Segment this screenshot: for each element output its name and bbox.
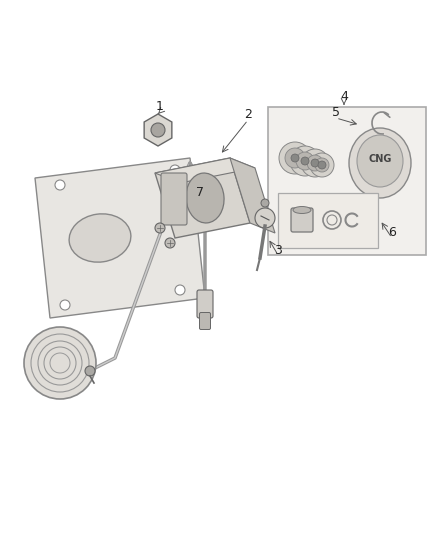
Text: 4: 4 bbox=[340, 90, 348, 102]
Text: 1: 1 bbox=[156, 101, 164, 114]
Circle shape bbox=[310, 153, 334, 177]
Circle shape bbox=[318, 161, 326, 169]
Bar bbox=[268, 107, 426, 255]
Ellipse shape bbox=[186, 173, 224, 223]
Circle shape bbox=[85, 366, 95, 376]
FancyBboxPatch shape bbox=[197, 290, 213, 318]
Circle shape bbox=[170, 165, 180, 175]
FancyArrowPatch shape bbox=[384, 113, 390, 117]
Circle shape bbox=[261, 199, 269, 207]
Circle shape bbox=[255, 208, 275, 228]
Text: 7: 7 bbox=[196, 187, 204, 199]
FancyBboxPatch shape bbox=[161, 173, 187, 225]
Circle shape bbox=[55, 180, 65, 190]
Circle shape bbox=[24, 327, 96, 399]
Circle shape bbox=[307, 155, 323, 171]
FancyBboxPatch shape bbox=[291, 208, 313, 232]
Text: 6: 6 bbox=[388, 227, 396, 239]
Circle shape bbox=[151, 123, 165, 137]
Text: 5: 5 bbox=[332, 107, 340, 119]
Circle shape bbox=[290, 146, 320, 176]
Circle shape bbox=[279, 142, 311, 174]
Circle shape bbox=[311, 159, 319, 167]
Circle shape bbox=[165, 238, 175, 248]
FancyBboxPatch shape bbox=[199, 312, 211, 329]
Ellipse shape bbox=[293, 206, 311, 214]
Polygon shape bbox=[230, 158, 275, 233]
Circle shape bbox=[315, 158, 329, 172]
Polygon shape bbox=[155, 158, 255, 183]
Ellipse shape bbox=[69, 214, 131, 262]
Ellipse shape bbox=[357, 135, 403, 187]
Circle shape bbox=[175, 285, 185, 295]
Circle shape bbox=[291, 154, 299, 162]
Ellipse shape bbox=[349, 128, 411, 198]
Circle shape bbox=[296, 152, 314, 170]
Polygon shape bbox=[144, 114, 172, 146]
Circle shape bbox=[301, 157, 309, 165]
Circle shape bbox=[60, 300, 70, 310]
Bar bbox=[278, 193, 378, 248]
Polygon shape bbox=[155, 158, 250, 238]
Polygon shape bbox=[35, 158, 205, 318]
Circle shape bbox=[155, 223, 165, 233]
Circle shape bbox=[285, 148, 305, 168]
Text: 3: 3 bbox=[274, 244, 282, 256]
Text: 2: 2 bbox=[244, 109, 252, 122]
Text: CNG: CNG bbox=[368, 154, 392, 164]
Circle shape bbox=[301, 149, 329, 177]
